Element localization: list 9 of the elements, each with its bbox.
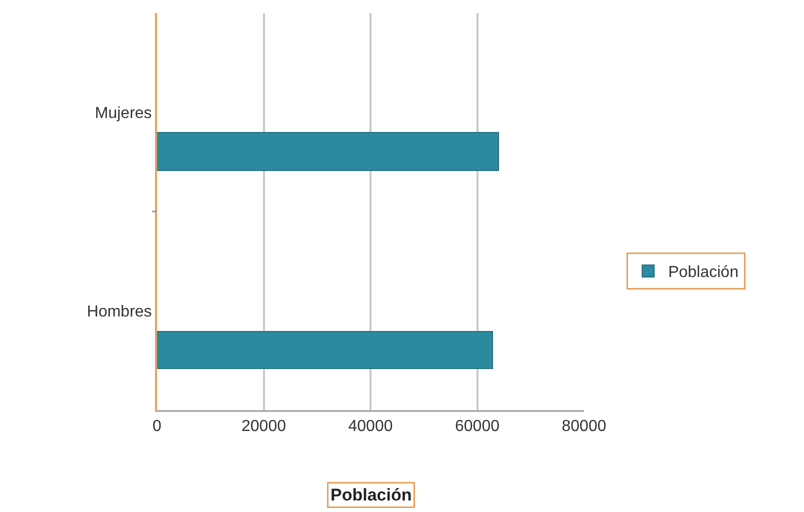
x-tick-label: 20000 (242, 418, 286, 435)
legend-label: Población (668, 264, 738, 282)
x-tick-label: 80000 (562, 418, 606, 435)
x-tick-label: 60000 (455, 418, 500, 435)
y-tick-label: Mujeres (94, 104, 152, 122)
y-tick-label: Hombres (86, 303, 152, 320)
x-tick-label: 0 (152, 418, 162, 435)
x-axis-title: Población (330, 486, 412, 504)
x-tick-label: 40000 (348, 418, 393, 435)
